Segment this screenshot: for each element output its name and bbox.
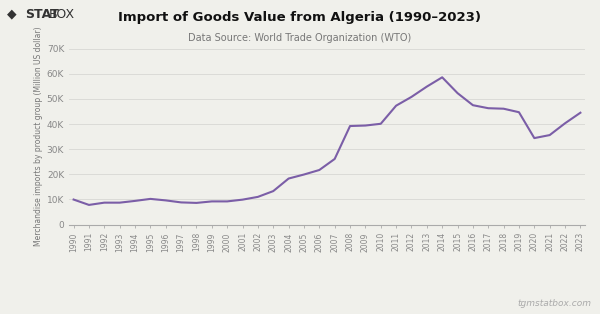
- Text: STAT: STAT: [25, 8, 59, 21]
- Text: ◆: ◆: [7, 8, 17, 21]
- Text: tgmstatbox.com: tgmstatbox.com: [517, 299, 591, 308]
- Text: BOX: BOX: [49, 8, 76, 21]
- Text: Import of Goods Value from Algeria (1990–2023): Import of Goods Value from Algeria (1990…: [119, 11, 482, 24]
- Y-axis label: Merchandise imports by product group (Million US dollar): Merchandise imports by product group (Mi…: [34, 27, 43, 246]
- Text: Data Source: World Trade Organization (WTO): Data Source: World Trade Organization (W…: [188, 33, 412, 43]
- Legend: Algeria: Algeria: [295, 311, 359, 314]
